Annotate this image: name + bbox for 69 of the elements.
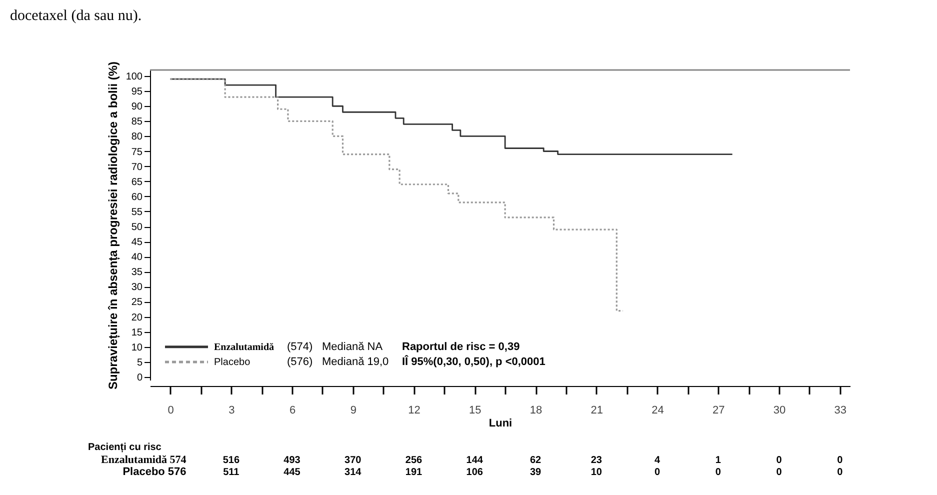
y-tick-label: 35 — [131, 267, 143, 278]
text: 106 — [466, 467, 484, 478]
text: 1 — [715, 455, 722, 466]
legend-label: Placebo — [214, 356, 251, 368]
y-tick-label: 70 — [131, 162, 143, 173]
y-tick-label: 100 — [126, 72, 143, 83]
y-tick-label: 95 — [131, 86, 143, 98]
annotation: Raportul de risc = 0,39 — [402, 340, 520, 353]
text: 511 — [223, 467, 240, 478]
legend-label: Enzalutamidă — [214, 342, 274, 353]
y-tick-label: 10 — [131, 342, 143, 354]
text: 0 — [654, 467, 660, 478]
x-tick-label: 30 — [773, 404, 786, 416]
text: Pacienți cu risc — [88, 442, 162, 453]
text: 445 — [284, 467, 301, 478]
y-tick-label: 5 — [136, 357, 143, 368]
text: 0 — [776, 467, 782, 478]
x-tick-label: 33 — [834, 404, 846, 416]
text: 0 — [837, 467, 844, 478]
annotation: Mediană 19,0 — [322, 356, 389, 368]
y-tick-label: 40 — [131, 252, 143, 264]
y-tick-label: 30 — [131, 282, 143, 294]
text: docetaxel (da sau nu). — [10, 8, 142, 24]
text: 493 — [284, 455, 301, 466]
text: 39 — [530, 467, 542, 478]
y-tick-label: 0 — [136, 372, 143, 384]
x-tick-label: 0 — [168, 404, 174, 416]
y-tick-label: 50 — [131, 222, 143, 234]
y-tick-label: 80 — [131, 132, 143, 143]
annotation: (576) — [287, 356, 313, 368]
text: 256 — [405, 455, 423, 466]
y-tick-label: 75 — [131, 146, 143, 158]
x-tick-label: 9 — [350, 404, 356, 416]
annotation: Mediană NA — [322, 340, 384, 353]
text: 4 — [654, 455, 660, 466]
text: 516 — [222, 455, 240, 466]
y-tick-label: 55 — [131, 206, 143, 218]
x-tick-label: 15 — [469, 404, 482, 416]
text: 0 — [715, 467, 722, 478]
y-tick-label: 65 — [131, 176, 143, 188]
text: 10 — [590, 467, 602, 478]
x-tick-label: 12 — [408, 404, 420, 416]
annotation: (574) — [287, 340, 313, 353]
x-tick-label: 3 — [228, 404, 235, 416]
y-axis-title: Supraviețuire în absența progresiei radiologice a bolii (%) — [106, 61, 120, 390]
text: Placebo 576 — [122, 466, 186, 478]
annotation: IÎ 95%(0,30, 0,50), p <0,0001 — [402, 354, 546, 368]
y-tick-label: 85 — [131, 116, 143, 128]
x-tick-label: 21 — [590, 404, 603, 416]
text: Enzalutamidă 574 — [101, 454, 187, 466]
x-axis-title: Luni — [488, 418, 512, 430]
text: 0 — [776, 455, 782, 466]
x-tick-label: 24 — [652, 404, 664, 416]
text: 62 — [530, 455, 542, 466]
x-tick-label: 6 — [289, 404, 296, 416]
text: 191 — [405, 467, 423, 478]
y-tick-label: 25 — [131, 297, 143, 308]
x-tick-label: 27 — [712, 404, 725, 416]
text: 370 — [344, 455, 362, 466]
y-tick-label: 15 — [131, 327, 143, 338]
y-tick-label: 60 — [131, 192, 143, 203]
text: 0 — [837, 455, 844, 466]
y-tick-label: 20 — [131, 312, 143, 324]
y-tick-label: 45 — [131, 237, 143, 248]
text: 314 — [344, 467, 362, 478]
text: 23 — [590, 455, 602, 466]
text: 144 — [466, 455, 484, 466]
y-tick-label: 90 — [131, 102, 143, 113]
x-tick-label: 18 — [530, 404, 542, 416]
